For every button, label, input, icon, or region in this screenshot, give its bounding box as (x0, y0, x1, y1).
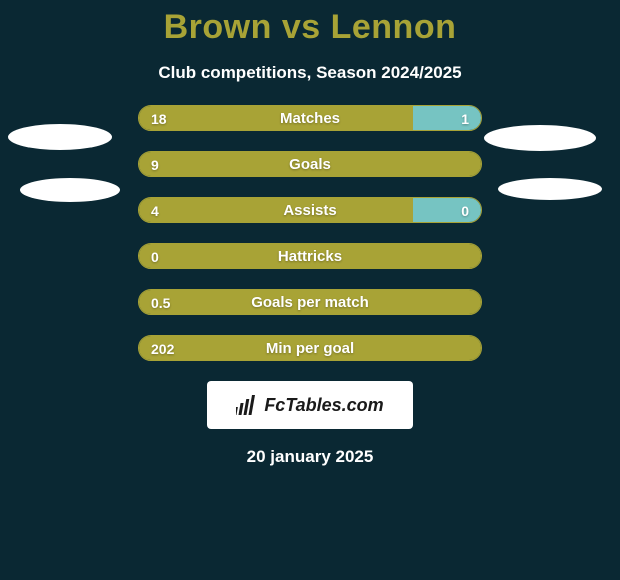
stat-value-left: 202 (151, 336, 174, 361)
stat-row: 40Assists (0, 197, 620, 223)
bar-left-fill (139, 198, 413, 222)
bar-left-fill (139, 244, 481, 268)
stat-value-left: 4 (151, 198, 159, 223)
stat-value-left: 9 (151, 152, 159, 177)
logo-box: FcTables.com (207, 381, 413, 429)
logo-text: FcTables.com (264, 395, 383, 416)
bar-right-fill (413, 198, 481, 222)
bar-track: 181Matches (138, 105, 482, 131)
bar-track: 0.5Goals per match (138, 289, 482, 315)
stat-value-left: 0 (151, 244, 159, 269)
bar-left-fill (139, 290, 481, 314)
stat-value-right: 0 (461, 198, 469, 223)
stat-value-right: 1 (461, 106, 469, 131)
stat-row: 181Matches (0, 105, 620, 131)
bar-track: 40Assists (138, 197, 482, 223)
bar-left-fill (139, 336, 481, 360)
bar-track: 9Goals (138, 151, 482, 177)
stat-row: 9Goals (0, 151, 620, 177)
bar-track: 202Min per goal (138, 335, 482, 361)
bar-track: 0Hattricks (138, 243, 482, 269)
date-text: 20 january 2025 (0, 447, 620, 467)
stat-value-left: 18 (151, 106, 167, 131)
bar-left-fill (139, 106, 413, 130)
stat-row: 202Min per goal (0, 335, 620, 361)
subtitle: Club competitions, Season 2024/2025 (0, 63, 620, 83)
stat-row: 0.5Goals per match (0, 289, 620, 315)
bar-left-fill (139, 152, 481, 176)
chart-bars-icon (236, 395, 260, 415)
stat-row: 0Hattricks (0, 243, 620, 269)
bar-right-fill (413, 106, 481, 130)
page-title: Brown vs Lennon (0, 0, 620, 47)
stat-value-left: 0.5 (151, 290, 170, 315)
